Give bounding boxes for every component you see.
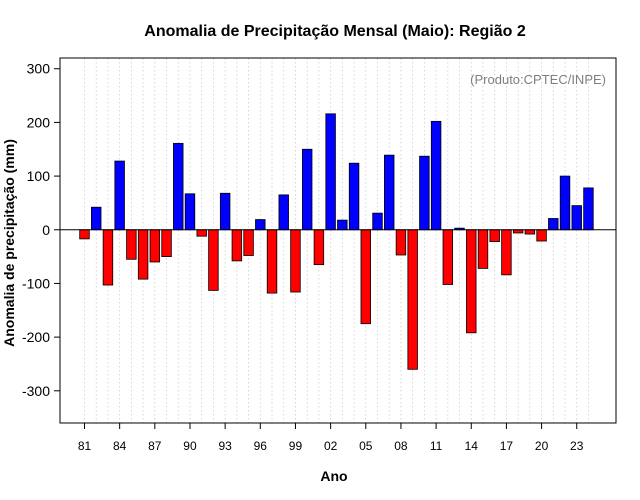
bar-1994 <box>231 229 243 262</box>
bar-2004 <box>348 162 360 231</box>
x-tick-label: 84 <box>113 439 127 453</box>
bar-1995 <box>243 229 254 256</box>
x-tick-label: 87 <box>148 439 162 453</box>
y-axis-label: Anomalia de precipitação (mm) <box>1 139 17 347</box>
bar-1990 <box>184 193 196 231</box>
bar-2000 <box>301 148 313 231</box>
y-tick-label: 300 <box>27 61 51 77</box>
x-tick-label: 20 <box>535 439 549 453</box>
bar-1984 <box>114 160 125 231</box>
y-tick-label: -200 <box>22 329 50 345</box>
bar-2008 <box>395 229 407 256</box>
y-axis: -300 -200 -100 0 100 200 300 <box>22 61 60 399</box>
bar-1997 <box>266 229 278 294</box>
credit-label: (Produto:CPTEC/INPE) <box>470 72 606 87</box>
bar-2003 <box>337 219 348 231</box>
bar-2023 <box>571 205 582 231</box>
bar-2014 <box>466 229 477 334</box>
bar-2005 <box>360 229 371 325</box>
bar-2007 <box>384 154 395 231</box>
y-tick-label: -100 <box>22 275 50 291</box>
bar-2021 <box>548 218 559 231</box>
x-tick-label: 96 <box>254 439 268 453</box>
chart-title: Anomalia de Precipitação Mensal (Maio): … <box>144 23 526 40</box>
bar-2012 <box>442 229 454 285</box>
y-tick-label: 100 <box>27 168 51 184</box>
x-tick-label: 23 <box>570 439 584 453</box>
bar-2015 <box>477 229 489 269</box>
bar-1989 <box>173 142 184 231</box>
bar-2016 <box>489 229 500 242</box>
x-axis-label: Ano <box>320 468 347 484</box>
bar-1996 <box>255 219 266 231</box>
bar-2009 <box>407 229 418 370</box>
y-tick-label: 200 <box>27 114 51 130</box>
bar-2024 <box>583 187 594 231</box>
x-tick-label: 90 <box>183 439 197 453</box>
x-tick-label: 11 <box>430 439 443 453</box>
bar-2010 <box>419 155 430 231</box>
bar-1998 <box>278 194 289 231</box>
bar-2017 <box>501 229 512 276</box>
bars <box>79 113 594 370</box>
bar-1988 <box>161 229 172 257</box>
bar-1987 <box>149 229 161 263</box>
bar-1992 <box>208 229 219 291</box>
bar-2001 <box>313 229 325 266</box>
x-tick-label: 02 <box>324 439 338 453</box>
x-tick-label: 17 <box>500 439 514 453</box>
bar-1985 <box>126 229 137 260</box>
bar-1991 <box>196 229 207 237</box>
bar-1983 <box>102 229 114 286</box>
bar-2020 <box>536 229 547 242</box>
x-tick-label: 99 <box>289 439 303 453</box>
bar-1993 <box>219 192 231 231</box>
y-tick-label: -300 <box>22 383 50 399</box>
x-tick-label: 81 <box>78 439 92 453</box>
x-tick-label: 14 <box>465 439 479 453</box>
bar-1999 <box>290 229 301 293</box>
bar-1982 <box>91 206 102 231</box>
bar-2011 <box>430 120 442 231</box>
bar-2019 <box>524 229 536 235</box>
bar-2002 <box>325 113 336 231</box>
bar-2022 <box>559 175 571 231</box>
bar-1986 <box>137 229 149 280</box>
x-tick-label: 08 <box>394 439 408 453</box>
bar-1981 <box>79 229 90 240</box>
plot-frame <box>59 57 617 424</box>
y-tick-label: 0 <box>42 222 50 238</box>
bar-2006 <box>372 212 383 231</box>
grid-lines <box>84 58 589 423</box>
x-axis: 81 84 87 90 93 96 99 02 05 08 11 14 17 20 23 <box>78 423 584 453</box>
x-tick-label: 93 <box>218 439 232 453</box>
x-tick-label: 05 <box>359 439 373 453</box>
